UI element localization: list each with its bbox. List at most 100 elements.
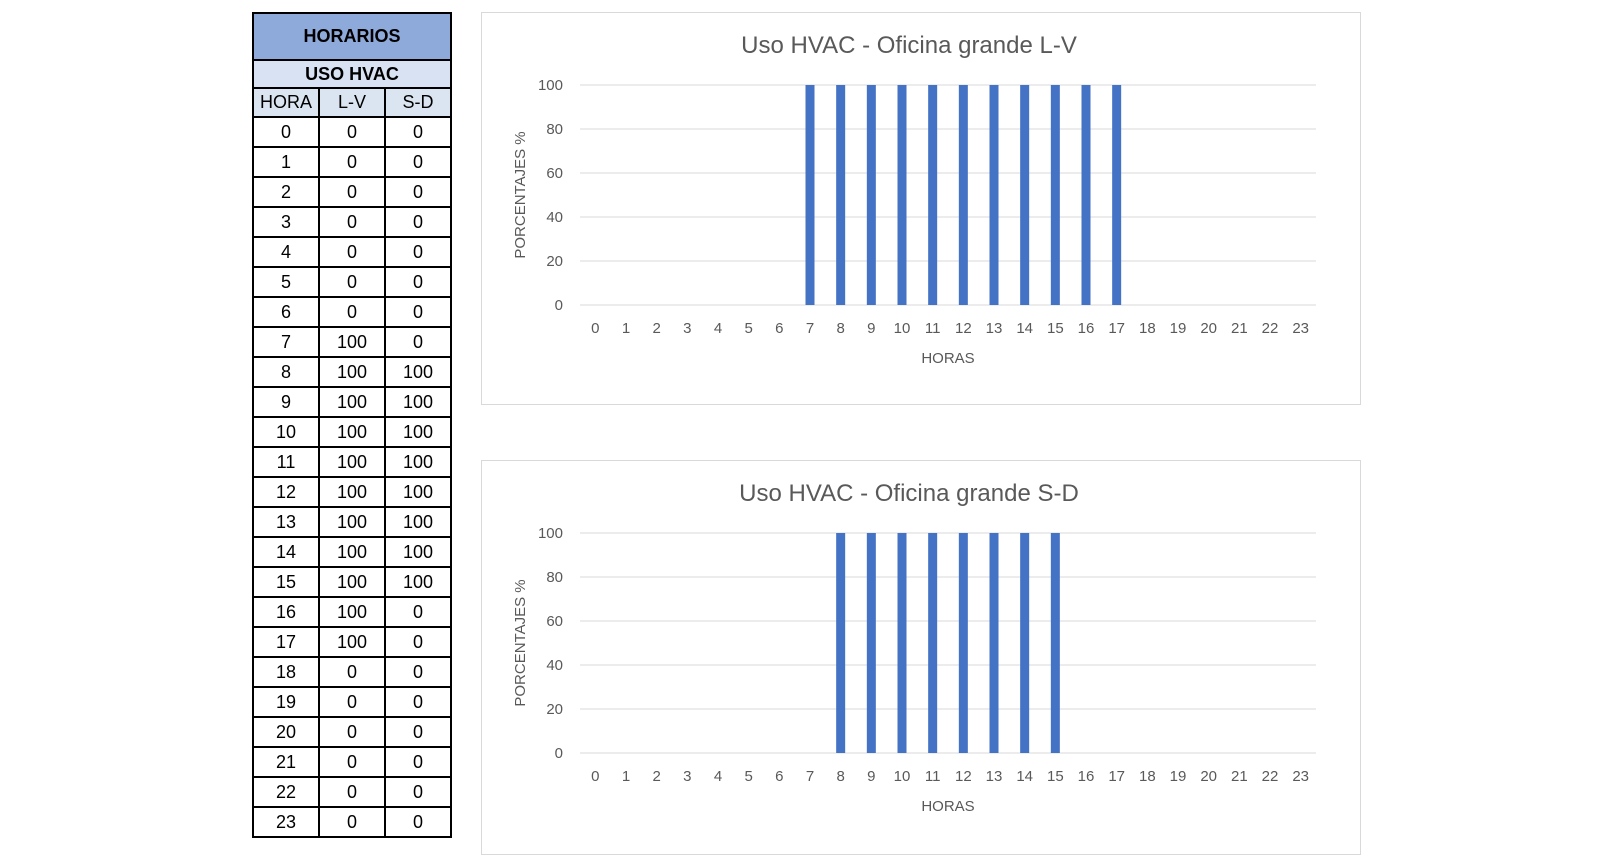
cell-hora: 3 bbox=[252, 206, 320, 238]
chart-sd-x-tick-label: 6 bbox=[775, 768, 783, 785]
chart-lv-bar bbox=[958, 85, 968, 305]
cell-hora: 2 bbox=[252, 176, 320, 208]
chart-lv-title: Uso HVAC - Oficina grande L-V bbox=[741, 32, 1077, 59]
chart-lv-bar bbox=[1112, 85, 1122, 305]
chart-lv-x-tick-label: 12 bbox=[955, 320, 972, 337]
cell-sd: 0 bbox=[384, 746, 452, 778]
cell-sd: 100 bbox=[384, 416, 452, 448]
table-row: 10 100 100 bbox=[252, 416, 452, 448]
chart-lv-bar bbox=[866, 85, 876, 305]
cell-hora: 5 bbox=[252, 266, 320, 298]
cell-lv: 0 bbox=[318, 656, 386, 688]
cell-hora: 11 bbox=[252, 446, 320, 478]
cell-hora: 15 bbox=[252, 566, 320, 598]
chart-lv-x-tick-label: 5 bbox=[744, 320, 752, 337]
cell-sd: 0 bbox=[384, 266, 452, 298]
table-row: 19 0 0 bbox=[252, 686, 452, 718]
chart-sd-x-tick-label: 4 bbox=[714, 768, 722, 785]
chart-lv-x-tick-label: 8 bbox=[836, 320, 844, 337]
cell-lv: 0 bbox=[318, 716, 386, 748]
chart-sd-bar bbox=[836, 533, 846, 753]
chart-lv-x-tick-label: 16 bbox=[1078, 320, 1095, 337]
chart-lv-x-tick-label: 9 bbox=[867, 320, 875, 337]
cell-lv: 0 bbox=[318, 116, 386, 148]
chart-lv-x-tick-label: 7 bbox=[806, 320, 814, 337]
chart-lv-y-tick-label: 40 bbox=[546, 209, 563, 226]
cell-sd: 0 bbox=[384, 626, 452, 658]
cell-hora: 17 bbox=[252, 626, 320, 658]
cell-hora: 13 bbox=[252, 506, 320, 538]
chart-lv-x-tick-label: 21 bbox=[1231, 320, 1248, 337]
cell-hora: 16 bbox=[252, 596, 320, 628]
cell-hora: 19 bbox=[252, 686, 320, 718]
chart-sd-x-tick-label: 18 bbox=[1139, 768, 1156, 785]
cell-hora: 4 bbox=[252, 236, 320, 268]
chart-lv-x-tick-label: 10 bbox=[894, 320, 911, 337]
chart-sd-x-tick-label: 2 bbox=[652, 768, 660, 785]
chart-sd-y-tick-label: 60 bbox=[546, 613, 563, 630]
chart-sd: Uso HVAC - Oficina grande S-D 0 20 40 60 80 10… bbox=[481, 460, 1361, 855]
chart-lv-x-axis-title: HORAS bbox=[921, 350, 974, 367]
cell-hora: 9 bbox=[252, 386, 320, 418]
chart-sd-x-tick-label: 5 bbox=[744, 768, 752, 785]
chart-sd-title: Uso HVAC - Oficina grande S-D bbox=[739, 480, 1079, 507]
chart-lv-x-tick-label: 19 bbox=[1170, 320, 1187, 337]
cell-sd: 0 bbox=[384, 206, 452, 238]
chart-sd-x-tick-label: 21 bbox=[1231, 768, 1248, 785]
table-header-row: HORA L-V S-D bbox=[252, 87, 452, 118]
cell-lv: 0 bbox=[318, 296, 386, 328]
chart-sd-bar bbox=[989, 533, 999, 753]
chart-sd-x-tick-label: 9 bbox=[867, 768, 875, 785]
chart-sd-bar bbox=[1020, 533, 1030, 753]
cell-sd: 100 bbox=[384, 356, 452, 388]
chart-sd-x-tick-label: 3 bbox=[683, 768, 691, 785]
cell-lv: 100 bbox=[318, 536, 386, 568]
cell-lv: 0 bbox=[318, 806, 386, 838]
chart-sd-y-tick-label: 100 bbox=[538, 525, 563, 542]
chart-lv-y-tick-label: 60 bbox=[546, 165, 563, 182]
chart-lv-x-tick-label: 0 bbox=[591, 320, 599, 337]
chart-sd-y-axis-title: PORCENTAJES % bbox=[512, 579, 529, 706]
cell-sd: 0 bbox=[384, 776, 452, 808]
chart-lv-y-tick-label: 0 bbox=[555, 297, 563, 314]
cell-sd: 0 bbox=[384, 146, 452, 178]
cell-lv: 0 bbox=[318, 266, 386, 298]
table-row: 16 100 0 bbox=[252, 596, 452, 628]
cell-lv: 100 bbox=[318, 446, 386, 478]
chart-sd-x-tick-label: 8 bbox=[836, 768, 844, 785]
chart-lv-x-tick-label: 22 bbox=[1262, 320, 1279, 337]
chart-sd-y-tick-label: 80 bbox=[546, 569, 563, 586]
chart-lv-x-tick-label: 18 bbox=[1139, 320, 1156, 337]
cell-lv: 0 bbox=[318, 776, 386, 808]
cell-hora: 1 bbox=[252, 146, 320, 178]
chart-sd-x-tick-label: 16 bbox=[1078, 768, 1095, 785]
cell-hora: 10 bbox=[252, 416, 320, 448]
cell-lv: 100 bbox=[318, 476, 386, 508]
cell-lv: 100 bbox=[318, 356, 386, 388]
table-row: 12 100 100 bbox=[252, 476, 452, 508]
chart-sd-x-tick-label: 17 bbox=[1108, 768, 1125, 785]
table-row: 7 100 0 bbox=[252, 326, 452, 358]
chart-sd-y-tick-label: 20 bbox=[546, 701, 563, 718]
chart-lv-y-axis-title: PORCENTAJES % bbox=[512, 131, 529, 258]
cell-hora: 7 bbox=[252, 326, 320, 358]
chart-sd-x-tick-label: 1 bbox=[622, 768, 630, 785]
cell-sd: 0 bbox=[384, 656, 452, 688]
chart-lv-bar bbox=[928, 85, 938, 305]
table-row: 8 100 100 bbox=[252, 356, 452, 388]
cell-sd: 100 bbox=[384, 506, 452, 538]
chart-lv-x-tick-label: 23 bbox=[1292, 320, 1309, 337]
cell-lv: 100 bbox=[318, 566, 386, 598]
cell-sd: 0 bbox=[384, 296, 452, 328]
cell-sd: 100 bbox=[384, 476, 452, 508]
chart-lv-bar bbox=[836, 85, 846, 305]
cell-sd: 0 bbox=[384, 686, 452, 718]
cell-lv: 0 bbox=[318, 176, 386, 208]
chart-lv-x-tick-label: 2 bbox=[652, 320, 660, 337]
cell-sd: 100 bbox=[384, 536, 452, 568]
chart-sd-x-tick-label: 15 bbox=[1047, 768, 1064, 785]
chart-sd-x-tick-label: 11 bbox=[925, 768, 941, 785]
